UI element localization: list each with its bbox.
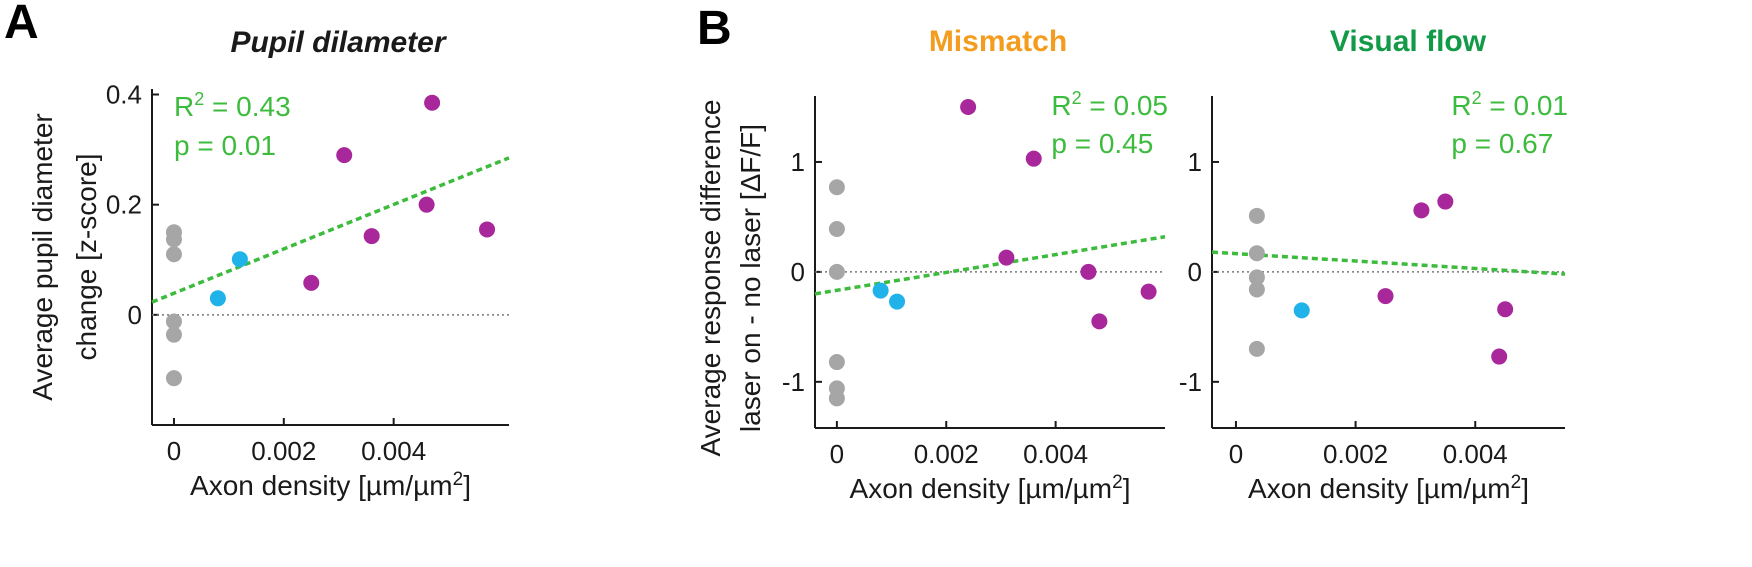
- data-point-gray: [828, 179, 845, 196]
- y-axis-label: Average pupil diameter: [27, 113, 58, 400]
- data-point-magenta: [1091, 313, 1108, 330]
- y-axis-label: change [z-score]: [71, 154, 102, 361]
- r-squared-label: R2 = 0.01: [1451, 88, 1568, 121]
- data-point-magenta: [1491, 348, 1508, 365]
- y-tick-label: 0.4: [106, 80, 142, 110]
- data-point-magenta: [1437, 193, 1454, 210]
- y-tick-label: 0: [791, 257, 805, 287]
- data-point-gray: [165, 231, 182, 248]
- x-tick-label: 0.004: [1023, 439, 1088, 469]
- data-point-magenta: [363, 228, 380, 245]
- data-point-magenta: [424, 94, 441, 111]
- data-point-gray: [1248, 245, 1265, 262]
- x-tick-label: 0.004: [1443, 439, 1508, 469]
- data-point-gray: [828, 221, 845, 238]
- chart-title: Visual flow: [1330, 25, 1487, 58]
- p-value-label: p = 0.67: [1451, 128, 1553, 159]
- data-point-magenta: [1413, 202, 1430, 219]
- r-squared-label: R2 = 0.05: [1051, 88, 1168, 121]
- data-point-magenta: [1497, 301, 1514, 318]
- y-tick-label: 0: [128, 300, 142, 330]
- data-point-gray: [828, 354, 845, 371]
- y-tick-label: -1: [782, 367, 805, 397]
- panel-letter-b: B: [697, 2, 732, 55]
- data-point-blue: [889, 293, 906, 310]
- y-axis-label: Average response difference: [695, 100, 726, 457]
- data-point-gray: [828, 390, 845, 407]
- data-point-magenta: [479, 221, 496, 238]
- data-point-magenta: [998, 249, 1015, 266]
- y-tick-label: 1: [791, 147, 805, 177]
- data-point-magenta: [1025, 150, 1042, 167]
- data-point-blue: [1293, 302, 1310, 319]
- x-axis-label: Axon density [µm/µm2]: [190, 469, 471, 501]
- data-point-gray: [165, 326, 182, 343]
- chart-title: Mismatch: [929, 25, 1067, 58]
- data-point-magenta: [1080, 263, 1097, 280]
- data-point-gray: [1248, 281, 1265, 298]
- data-point-gray: [165, 313, 182, 330]
- data-point-magenta: [960, 98, 977, 115]
- data-point-magenta: [1377, 288, 1394, 305]
- x-tick-label: 0.004: [361, 436, 426, 466]
- data-point-gray: [165, 370, 182, 387]
- x-tick-label: 0.002: [1323, 439, 1388, 469]
- data-point-magenta: [303, 274, 320, 291]
- y-tick-label: 0.2: [106, 190, 142, 220]
- x-tick-label: 0: [1229, 439, 1243, 469]
- data-point-blue: [209, 290, 226, 307]
- regression-fit-line: [814, 234, 1166, 296]
- y-tick-label: 1: [1188, 147, 1202, 177]
- chart-title: Pupil dilameter: [230, 26, 447, 59]
- panel-letter-a: A: [4, 0, 39, 49]
- r-squared-label: R2 = 0.43: [174, 89, 291, 122]
- data-point-blue: [872, 282, 889, 299]
- x-tick-label: 0: [830, 439, 844, 469]
- y-tick-label: 0: [1188, 257, 1202, 287]
- regression-fit-line: [1211, 250, 1566, 276]
- data-point-gray: [1248, 340, 1265, 357]
- data-point-gray: [165, 246, 182, 263]
- p-value-label: p = 0.45: [1051, 128, 1153, 159]
- x-tick-label: 0.002: [914, 439, 979, 469]
- data-point-magenta: [336, 147, 353, 164]
- regression-fit-line: [151, 156, 510, 304]
- data-point-gray: [1248, 207, 1265, 224]
- data-point-magenta: [418, 196, 435, 213]
- y-tick-label: -1: [1179, 367, 1202, 397]
- data-point-gray: [1248, 269, 1265, 286]
- data-point-gray: [828, 263, 845, 280]
- y-axis-label: laser on - no laser [ΔF/F]: [735, 124, 766, 432]
- x-tick-label: 0.002: [251, 436, 316, 466]
- x-tick-label: 0: [167, 436, 181, 466]
- p-value-label: p = 0.01: [174, 130, 276, 161]
- x-axis-label: Axon density [µm/µm2]: [1248, 472, 1529, 504]
- x-axis-label: Axon density [µm/µm2]: [850, 472, 1131, 504]
- data-point-blue: [231, 251, 248, 268]
- data-point-magenta: [1140, 283, 1157, 300]
